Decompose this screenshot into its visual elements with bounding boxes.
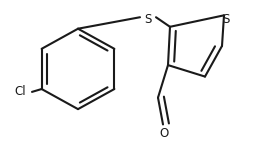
- Text: Cl: Cl: [14, 85, 26, 98]
- Text: O: O: [159, 127, 169, 140]
- Text: S: S: [222, 13, 230, 26]
- Text: S: S: [144, 13, 152, 26]
